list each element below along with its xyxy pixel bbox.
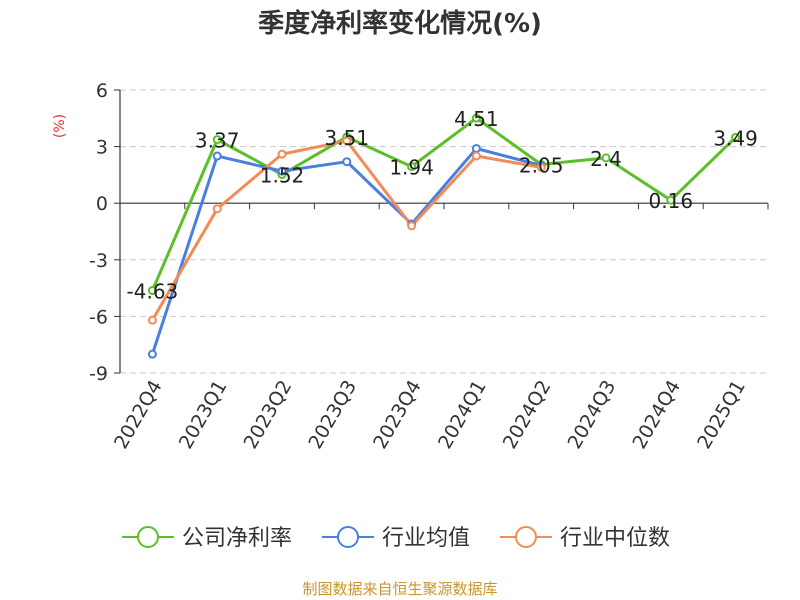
y-tick-label: -9 <box>89 363 108 385</box>
x-tick-label: 2023Q2 <box>240 377 297 453</box>
data-point <box>147 286 157 296</box>
data-point <box>471 113 481 123</box>
data-point <box>277 166 287 176</box>
data-point <box>536 162 546 172</box>
data-point <box>342 136 352 146</box>
legend-label: 行业中位数 <box>560 526 670 551</box>
data-label: 2.05 <box>519 154 564 178</box>
gridlines <box>120 89 768 374</box>
data-point <box>601 153 611 163</box>
y-axis-label: (%) <box>52 114 68 138</box>
legend-swatch-marker <box>137 526 159 548</box>
data-point <box>147 315 157 325</box>
legend: 公司净利率 行业均值 行业中位数 <box>122 526 670 551</box>
y-tick-label: -3 <box>89 250 108 272</box>
data-label: 3.49 <box>713 126 758 150</box>
series-layer <box>147 113 741 359</box>
legend-swatch-marker <box>515 526 537 548</box>
data-label: 2.4 <box>590 147 622 171</box>
legend-label: 行业均值 <box>382 526 470 551</box>
y-tick-label: 3 <box>96 137 108 159</box>
data-label: 4.51 <box>454 107 499 131</box>
data-point <box>666 195 676 205</box>
y-tick-label: -6 <box>89 306 108 328</box>
data-label: 3.51 <box>325 126 370 150</box>
legend-item[interactable]: 行业中位数 <box>500 526 670 551</box>
x-tick-label: 2024Q1 <box>434 377 491 453</box>
x-tick-label: 2024Q2 <box>499 377 556 453</box>
data-label: 3.37 <box>195 129 240 153</box>
data-label: -4.63 <box>127 280 179 304</box>
x-tick-label: 2022Q4 <box>110 377 167 453</box>
series-line-1 <box>150 146 542 355</box>
data-labels: -4.63 3.37 1.52 3.51 1.94 4.51 2.05 2.4 0.16 3.49 <box>127 107 758 303</box>
x-tick-label: 2024Q3 <box>564 377 621 453</box>
data-point <box>407 162 417 172</box>
data-point <box>212 135 222 145</box>
data-point <box>731 132 741 142</box>
source-note: 制图数据来自恒生聚源数据库 <box>302 580 497 598</box>
data-point <box>212 151 222 161</box>
x-tick-label: 2025Q1 <box>693 377 750 453</box>
legend-item[interactable]: 行业均值 <box>322 526 470 551</box>
x-tick-label: 2023Q1 <box>175 377 232 453</box>
data-point <box>212 204 222 214</box>
legend-label: 公司净利率 <box>182 526 292 551</box>
chart-title: 季度净利率变化情况(%) <box>258 8 542 39</box>
x-tick-label: 2023Q4 <box>369 377 426 453</box>
data-point <box>277 149 287 159</box>
data-label: 1.94 <box>389 156 434 180</box>
data-point <box>147 349 157 359</box>
series-line-0 <box>151 116 737 292</box>
data-label: 0.16 <box>649 189 694 213</box>
data-point <box>471 151 481 161</box>
legend-item[interactable]: 公司净利率 <box>122 526 292 551</box>
data-label: 1.52 <box>260 164 305 188</box>
legend-swatch-marker <box>337 526 359 548</box>
x-tick-label: 2023Q3 <box>304 377 361 453</box>
y-tick-label: 0 <box>96 193 108 215</box>
series-line-2 <box>151 139 542 321</box>
data-point <box>407 221 417 231</box>
y-tick-label: 6 <box>96 80 108 102</box>
data-point <box>342 157 352 167</box>
data-point <box>471 143 481 153</box>
x-tick-label: 2024Q4 <box>628 377 685 453</box>
